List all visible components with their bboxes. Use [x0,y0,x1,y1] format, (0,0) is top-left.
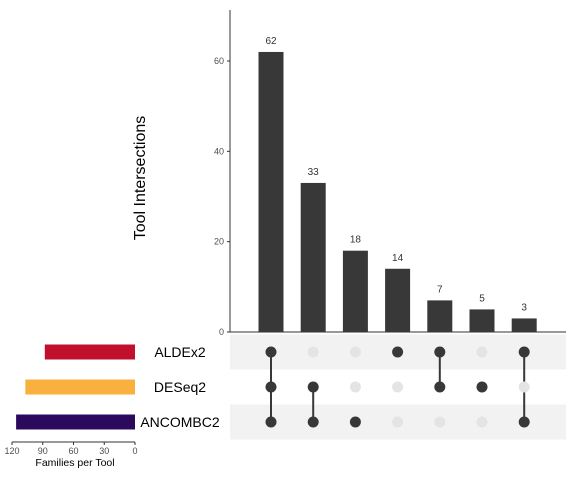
matrix-dot-active [307,381,319,393]
matrix-dot-active [434,346,446,358]
bar-value-label: 33 [308,167,320,178]
y-tick-label: 40 [214,146,224,156]
bar-value-label: 5 [479,293,485,304]
y-axis-title: Tool Intersections [132,116,149,241]
set-size-tick-label: 120 [4,446,19,456]
y-tick-label: 0 [219,327,224,337]
intersection-axis: 0 20 40 60 [214,10,566,337]
set-name-label: ALDEx2 [154,344,206,360]
matrix-dot-active [434,381,446,393]
matrix-dot-inactive [518,381,530,393]
matrix-dot-inactive [349,381,361,393]
intersection-bar [300,182,326,332]
matrix-dot-active [518,416,530,428]
set-name-label: DESeq2 [154,379,206,395]
set-size-tick-label: 60 [68,446,78,456]
matrix-dot-inactive [476,346,488,358]
intersection-matrix [265,346,530,428]
intersection-bars: 62 33 18 14 7 5 3 [258,36,537,332]
intersection-bar [385,268,411,332]
set-size-panel: ALDEx2 DESeq2 ANCOMBC2 120 90 60 30 0 [4,344,219,456]
matrix-dot-active [349,416,361,428]
intersection-bar [469,309,495,332]
matrix-dot-active [265,381,277,393]
matrix-dot-inactive [476,416,488,428]
matrix-dot-inactive [392,416,404,428]
bar-value-label: 3 [521,302,527,313]
matrix-dot-inactive [349,346,361,358]
set-size-bar-ancombc2 [16,414,136,430]
y-tick-label: 20 [214,237,224,247]
intersection-bar [511,318,537,332]
set-size-axis-title: Families per Tool [35,457,114,469]
y-tick-label: 60 [214,56,224,66]
matrix-dot-active [476,381,488,393]
intersection-bar [342,250,368,332]
set-size-bar-aldex2 [44,344,135,360]
matrix-dot-inactive [307,346,319,358]
bar-value-label: 62 [265,36,277,47]
intersection-bar [258,51,284,332]
set-size-tick-label: 90 [38,446,48,456]
matrix-dot-active [307,416,319,428]
matrix-dot-active [265,416,277,428]
bar-value-label: 14 [392,253,404,264]
set-size-tick-label: 30 [99,446,109,456]
matrix-dot-inactive [392,381,404,393]
bar-value-label: 18 [350,235,362,246]
bar-value-label: 7 [437,284,443,295]
set-size-tick-label: 0 [132,446,137,456]
matrix-dot-active [518,346,530,358]
intersection-bar [427,300,453,332]
matrix-dot-inactive [434,416,446,428]
matrix-dot-active [265,346,277,358]
set-name-label: ANCOMBC2 [140,414,220,430]
matrix-dot-active [392,346,404,358]
set-size-bar-deseq2 [25,379,136,395]
